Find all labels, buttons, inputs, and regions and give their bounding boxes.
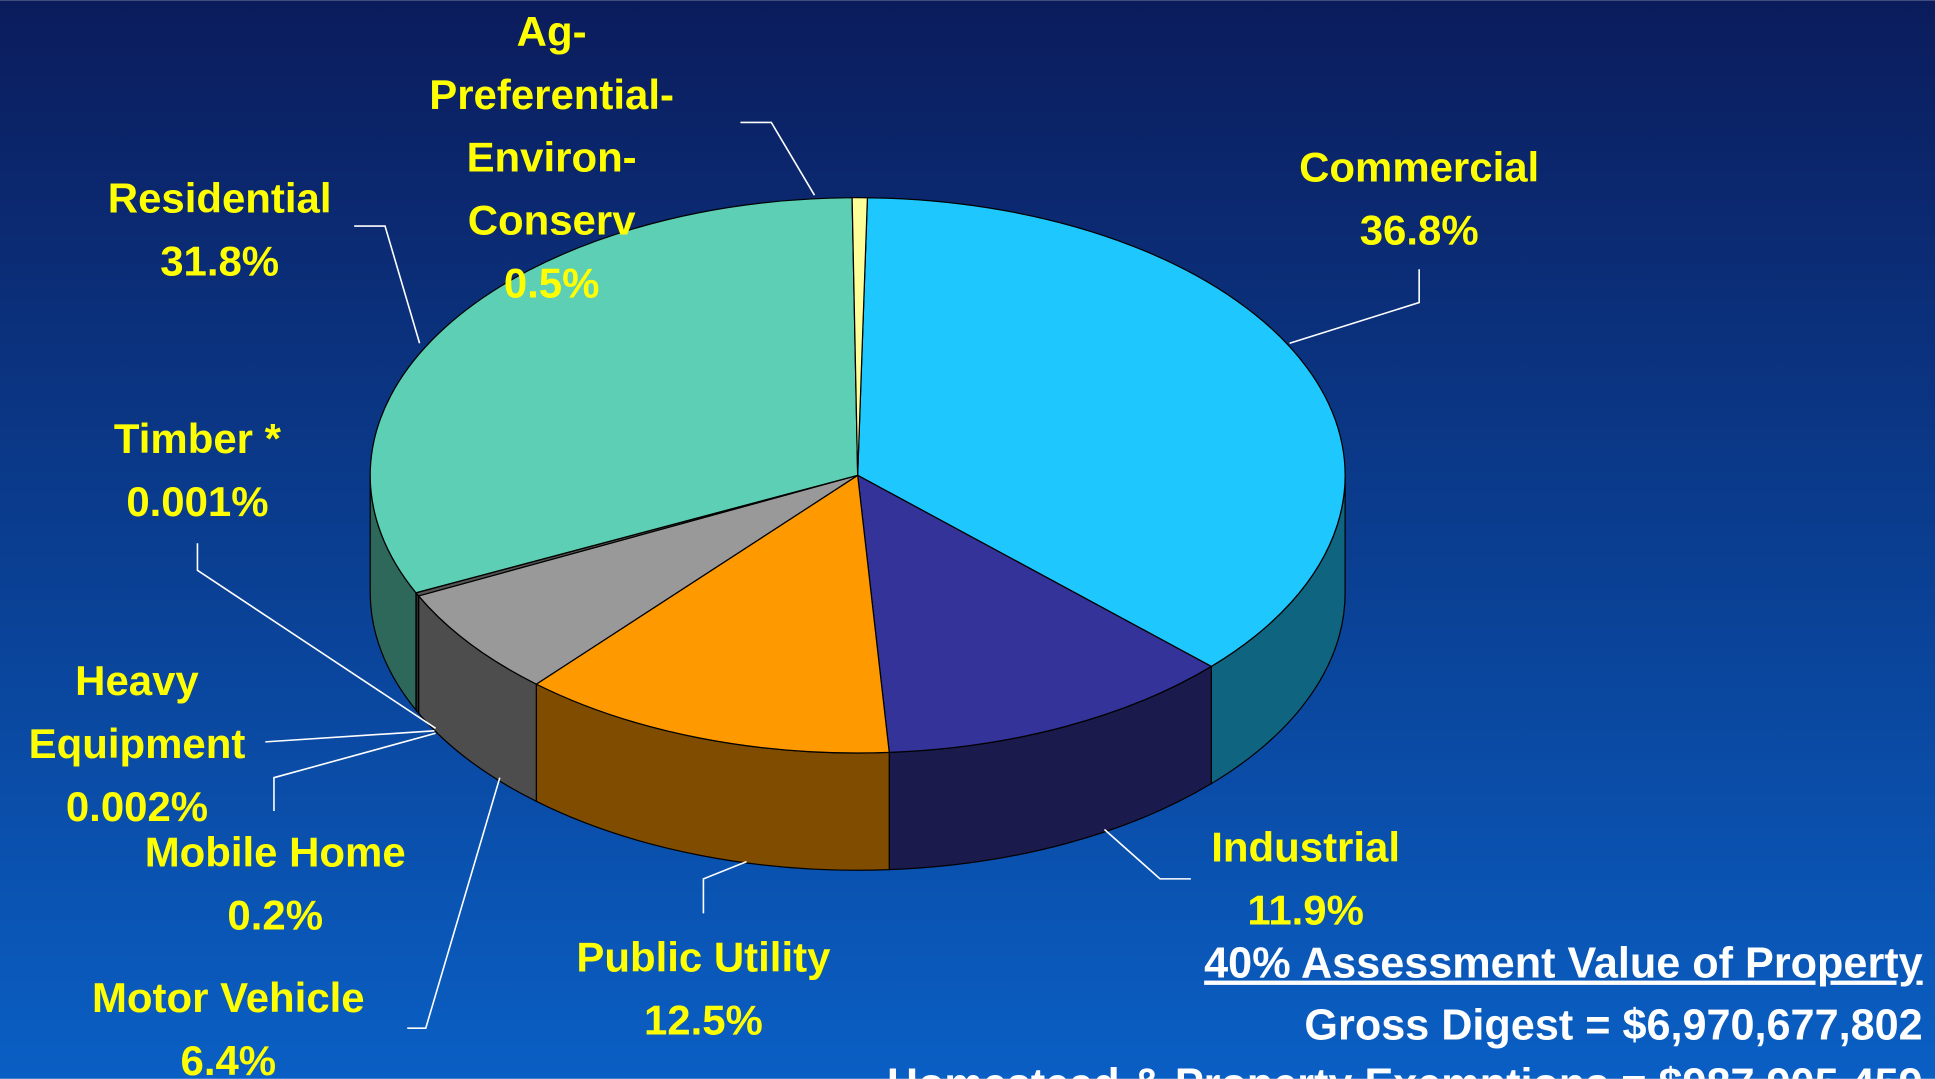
leader-line (196, 543, 437, 729)
value-label: 0.002% (66, 783, 208, 830)
category-label: Heavy Equipment (29, 657, 246, 767)
slice (856, 474, 1213, 754)
leader-line (265, 729, 435, 743)
leader-line (354, 225, 421, 344)
category-label: Commercial (1299, 144, 1539, 191)
annotation: Gross Digest = $6,970,677,802 (1304, 1001, 1922, 1049)
category-label: Public Utility (576, 933, 831, 980)
leader-line (1289, 269, 1420, 345)
pie-sides (369, 475, 1346, 871)
value-label: 11.9% (1247, 887, 1364, 934)
slice (857, 197, 1346, 668)
annotation: Homestead & Property Exemptions = $987,9… (887, 1061, 1923, 1079)
leader-line (273, 732, 436, 811)
value-label: 6.4% (181, 1037, 277, 1079)
category-label: Motor Vehicle (92, 974, 365, 1021)
labels: Commercial 36.8% Industrial 11.9% Public Uti… (29, 8, 1540, 1079)
value-label: 0.001% (126, 478, 268, 525)
category-label: Timber * (114, 415, 282, 462)
category-label: Residential (108, 174, 332, 221)
leader-lines (196, 121, 1420, 1029)
slice (851, 197, 869, 476)
leader-line (702, 860, 747, 914)
value-label: 12.5% (644, 996, 763, 1043)
value-label: 0.5% (504, 260, 600, 307)
category-label: Industrial (1211, 824, 1400, 871)
leader-line (407, 777, 501, 1029)
leader-line (1103, 828, 1191, 880)
pie-tops (369, 197, 1346, 754)
slice (369, 197, 859, 594)
slice (535, 474, 890, 754)
slice (417, 474, 859, 685)
value-label: 31.8% (160, 237, 279, 284)
value-label: 0.2% (227, 891, 323, 938)
value-label: 36.8% (1360, 207, 1479, 254)
category-label: Ag-Preferential-Environ-Conserv (429, 8, 674, 244)
leader-line (740, 121, 816, 196)
category-label: Mobile Home (145, 829, 406, 876)
annotation: 40% Assessment Value of Property (1204, 940, 1922, 988)
